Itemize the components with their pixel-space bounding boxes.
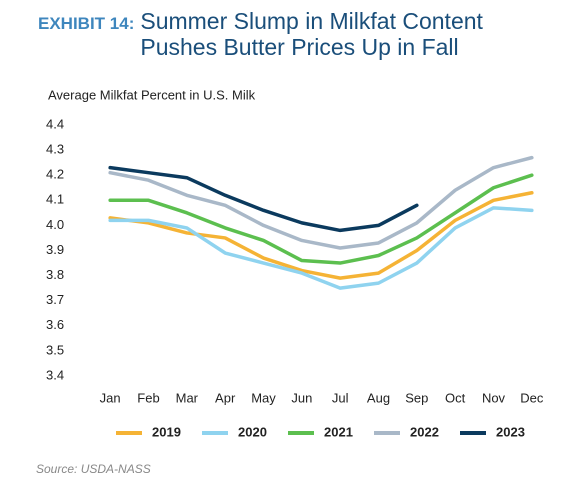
title-line: Pushes Butter Prices Up in Fall (140, 34, 459, 60)
line (108, 191, 534, 280)
y-axis-label: Average Milkfat Percent in U.S. Milk (48, 87, 256, 102)
legend-label: 2020 (238, 424, 267, 439)
y-tick-label: 4.0 (46, 217, 64, 232)
y-tick-label: 3.6 (46, 317, 64, 332)
x-tick-label: Jun (291, 390, 312, 405)
x-tick-label: Apr (215, 390, 236, 405)
line (108, 173, 534, 265)
y-tick-label: 4.2 (46, 167, 64, 182)
x-tick-label: Aug (367, 390, 390, 405)
exhibit-label: EXHIBIT 14: (38, 14, 135, 33)
y-tick-label: 4.4 (46, 116, 64, 131)
x-tick-label: Dec (520, 390, 544, 405)
legend-label: 2023 (496, 424, 525, 439)
line (108, 206, 534, 290)
header: EXHIBIT 14: Summer Slump in Milkfat Cont… (38, 8, 483, 60)
x-tick-label: Feb (137, 390, 159, 405)
x-tick-label: Jan (100, 390, 121, 405)
title-line: Summer Slump in Milkfat Content (140, 8, 483, 34)
y-tick-label: 3.7 (46, 292, 64, 307)
legend-label: 2019 (152, 424, 181, 439)
y-tick-label: 3.8 (46, 267, 64, 282)
y-tick-label: 3.9 (46, 242, 64, 257)
source: Source: USDA-NASS (36, 462, 151, 476)
y-tick-label: 4.3 (46, 142, 64, 157)
x-tick-label: Nov (482, 390, 506, 405)
legend-label: 2022 (410, 424, 439, 439)
x-tick-label: Jul (332, 390, 349, 405)
y-tick-label: 3.5 (46, 342, 64, 357)
y-tick-label: 3.4 (46, 367, 64, 382)
legend-label: 2021 (324, 424, 353, 439)
chart-title: Summer Slump in Milkfat Content Pushes B… (140, 8, 483, 60)
line (108, 155, 534, 250)
x-tick-label: Oct (445, 390, 466, 405)
line (108, 165, 419, 233)
x-tick-label: Mar (176, 390, 199, 405)
y-tick-label: 4.1 (46, 192, 64, 207)
x-tick-label: Sep (405, 390, 428, 405)
x-tick-label: May (251, 390, 276, 405)
